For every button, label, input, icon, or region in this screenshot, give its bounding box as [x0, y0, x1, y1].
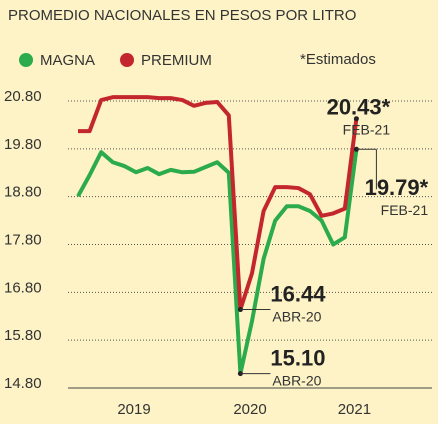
x-tick-label: 2021 [338, 401, 371, 418]
y-tick-label: 20.80 [4, 88, 42, 105]
x-tick-label: 2020 [233, 401, 266, 418]
value-label: 20.43* [327, 95, 391, 120]
series-line [78, 95, 359, 312]
y-tick-label: 14.80 [4, 375, 42, 392]
legend-swatch [19, 53, 33, 67]
x-tick-label: 2019 [117, 401, 150, 418]
y-tick-label: 19.80 [4, 136, 42, 153]
value-label: 19.79* [365, 175, 429, 200]
y-tick-label: 18.80 [4, 184, 42, 201]
y-tick-label: 16.80 [4, 279, 42, 296]
date-label: FEB-21 [343, 121, 391, 137]
chart-title: PROMEDIO NACIONALES EN PESOS POR LITRO [8, 7, 356, 24]
date-label: ABR-20 [272, 372, 321, 388]
value-label: 16.44 [270, 281, 326, 306]
series-line [76, 149, 359, 376]
value-label: 15.10 [270, 345, 325, 370]
y-tick-label: 17.80 [4, 231, 42, 248]
point-marker [353, 116, 359, 122]
legend-note: *Estimados [300, 51, 376, 68]
legend-swatch [120, 53, 135, 67]
legend-label: PREMIUM [141, 52, 212, 69]
date-label: ABR-20 [272, 308, 321, 324]
y-tick-label: 15.80 [4, 327, 42, 344]
legend-label: MAGNA [40, 52, 95, 69]
date-label: FEB-21 [381, 202, 429, 218]
